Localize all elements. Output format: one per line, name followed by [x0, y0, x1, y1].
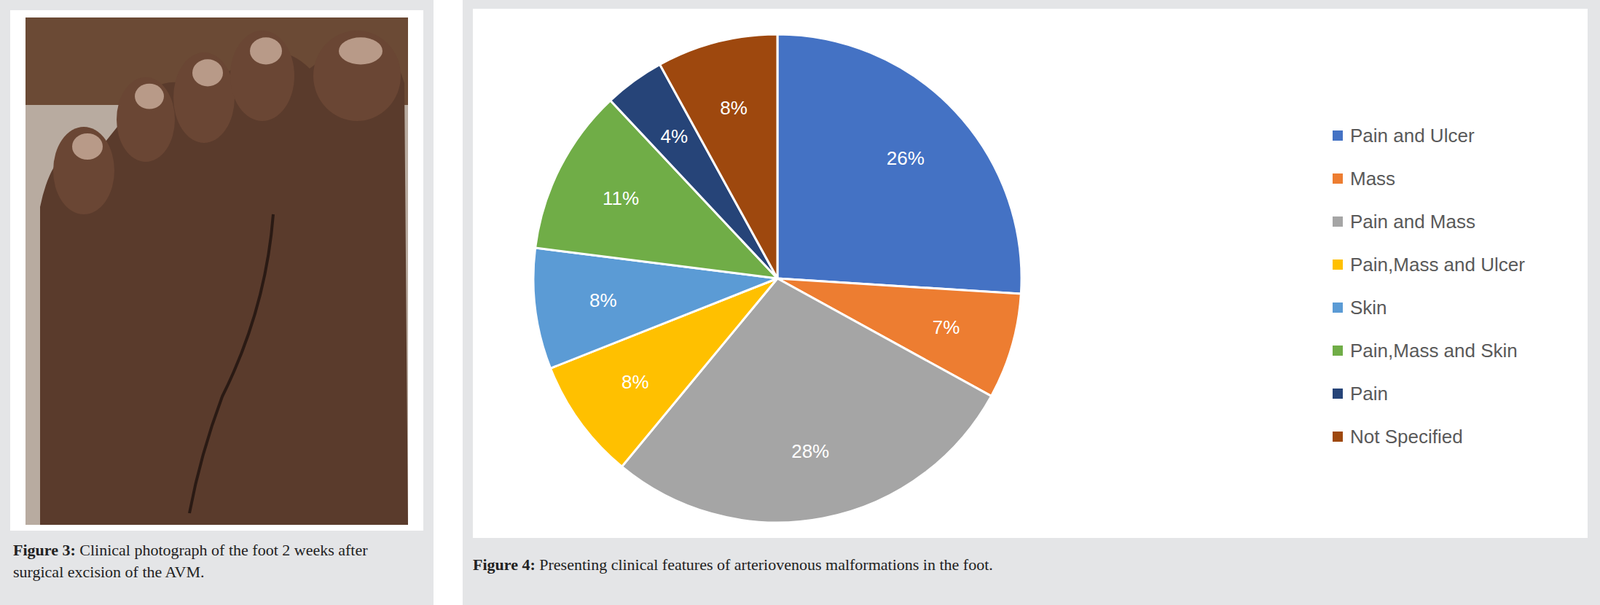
legend-label: Pain and Ulcer	[1350, 124, 1475, 147]
suture-line	[189, 214, 274, 513]
legend-item: Pain and Mass	[1332, 210, 1476, 233]
chart: 26%7%28%8%8%11%4%8%Pain and UlcerMassPai…	[472, 8, 1588, 538]
legend-label: Pain	[1350, 382, 1388, 405]
legend-swatch	[1332, 388, 1343, 399]
toe	[230, 30, 295, 121]
pie-slice	[660, 34, 778, 279]
legend-label: Skin	[1350, 296, 1388, 319]
legend-item: Pain	[1332, 382, 1388, 405]
data-label: 11%	[602, 187, 639, 210]
data-label: 8%	[621, 370, 650, 393]
photo	[10, 10, 424, 531]
legend-label: Mass	[1350, 167, 1396, 190]
legend: Pain and Ulcer Mass Pain and Mass Pain,Mass…	[1332, 124, 1525, 448]
legend-swatch	[1332, 431, 1343, 442]
caption: Figure 3: Clinical photograph of the foo…	[13, 539, 422, 583]
toenail	[134, 83, 164, 110]
legend-label: Pain,Mass and Ulcer	[1350, 253, 1525, 276]
data-label: 26%	[886, 147, 925, 170]
toe	[313, 30, 401, 121]
pie-slice	[777, 34, 1022, 294]
figure-root: Figure 3: Clinical photograph of the foo…	[0, 0, 1600, 605]
legend-item: Mass	[1332, 167, 1396, 190]
caption-label: Figure 4:	[472, 555, 536, 574]
toenail	[338, 37, 383, 65]
toenail	[192, 59, 223, 86]
legend-swatch	[1332, 345, 1343, 356]
legend-item: Skin	[1332, 296, 1388, 319]
pie	[533, 34, 1022, 523]
legend-swatch	[1332, 302, 1343, 313]
toe	[116, 77, 175, 162]
legend-label: Pain,Mass and Skin	[1350, 339, 1518, 362]
legend-swatch	[1332, 130, 1343, 141]
chart-panel: 26%7%28%8%8%11%4%8%Pain and UlcerMassPai…	[462, 0, 1600, 605]
photo-background	[25, 17, 409, 525]
toenail	[249, 37, 282, 65]
toenail	[72, 133, 103, 160]
data-label: 7%	[932, 316, 961, 339]
caption-text: Presenting clinical features of arteriov…	[539, 555, 994, 574]
toe	[53, 126, 115, 215]
chart-background	[472, 8, 1588, 538]
legend-item: Pain and Ulcer	[1332, 124, 1475, 147]
data-labels: 26% 7% 28% 8% 8% 11% 4% 8%	[589, 96, 960, 462]
data-label: 8%	[719, 96, 748, 119]
data-label: 28%	[791, 440, 830, 462]
data-label: 4%	[660, 125, 688, 148]
toe	[173, 52, 235, 143]
legend-label: Pain and Mass	[1350, 210, 1476, 233]
legend-swatch	[1332, 216, 1343, 227]
legend-item: Pain,Mass and Ulcer	[1332, 253, 1525, 276]
photo-frame	[10, 10, 424, 531]
legend-swatch	[1332, 173, 1343, 184]
legend-swatch	[1332, 259, 1343, 270]
caption-label: Figure 3:	[13, 540, 76, 559]
legend-label: Not Specified	[1350, 425, 1464, 448]
photo-panel: Figure 3: Clinical photograph of the foo…	[0, 0, 434, 605]
caption: Figure 4: Presenting clinical features o…	[472, 553, 1566, 576]
data-label: 8%	[589, 289, 618, 312]
legend-item: Not Specified	[1332, 425, 1464, 448]
legend-item: Pain,Mass and Skin	[1332, 339, 1518, 362]
